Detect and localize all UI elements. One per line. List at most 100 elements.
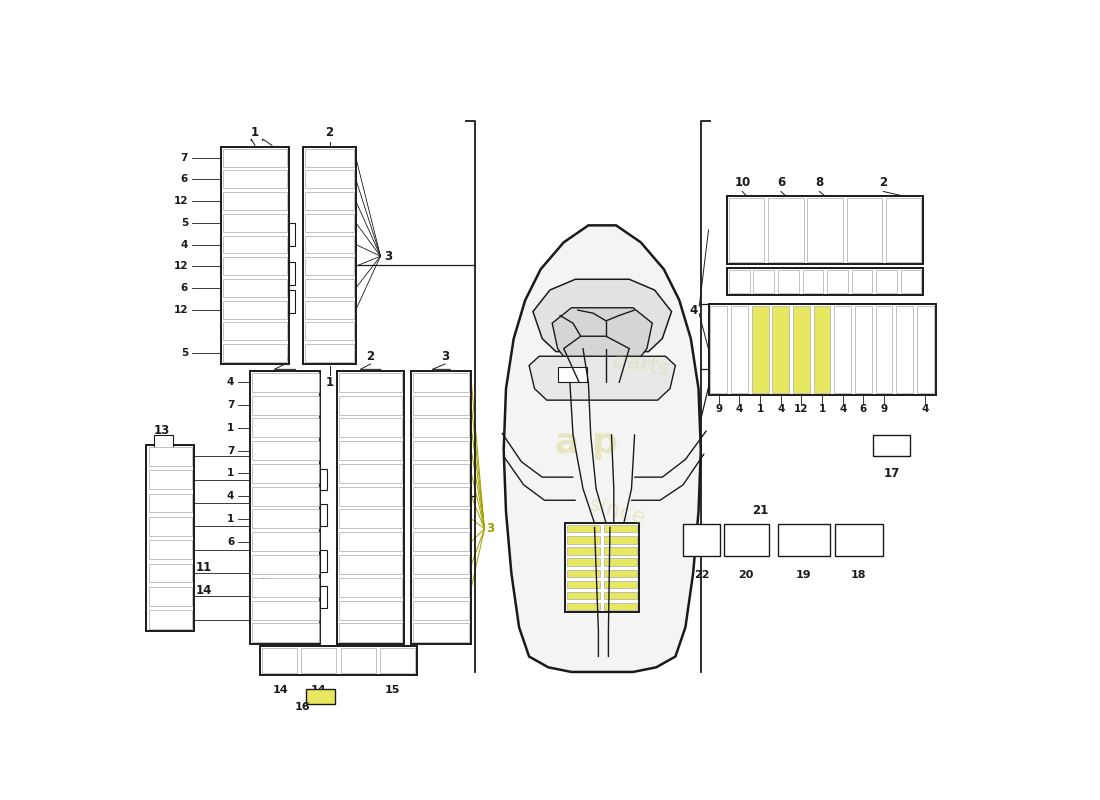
Bar [306, 236, 354, 254]
Text: 6: 6 [860, 404, 867, 414]
Bar [754, 270, 774, 293]
Bar [148, 470, 191, 489]
Bar [289, 290, 295, 313]
Text: 6: 6 [777, 176, 785, 189]
Bar [568, 570, 601, 577]
Text: 2: 2 [366, 350, 374, 362]
Text: 1: 1 [280, 350, 289, 362]
Bar [729, 198, 764, 262]
Bar [851, 270, 872, 293]
Text: 4: 4 [736, 404, 744, 414]
Polygon shape [529, 356, 675, 400]
Text: 12: 12 [174, 196, 188, 206]
Bar [320, 550, 327, 572]
Text: 14: 14 [311, 686, 327, 695]
Bar [896, 306, 913, 393]
Bar [154, 435, 174, 449]
Bar [724, 524, 769, 557]
Bar [223, 236, 287, 254]
Text: 1: 1 [818, 404, 826, 414]
Bar [223, 301, 287, 318]
Bar [855, 306, 872, 393]
Bar [847, 198, 882, 262]
Text: 6: 6 [180, 283, 188, 293]
Bar [252, 464, 319, 483]
Bar [306, 149, 354, 166]
Bar [339, 486, 403, 506]
Text: 9: 9 [880, 404, 888, 414]
Bar [414, 464, 470, 483]
Text: 5: 5 [180, 348, 188, 358]
Bar [381, 648, 415, 673]
Bar [260, 646, 418, 675]
Bar [339, 373, 403, 392]
Bar [223, 214, 287, 232]
Bar [289, 262, 295, 285]
Text: 7: 7 [180, 153, 188, 162]
Bar [917, 306, 934, 393]
Text: 1: 1 [251, 126, 258, 139]
Bar [252, 373, 319, 392]
Text: 21: 21 [752, 504, 768, 517]
Bar [751, 306, 769, 393]
Text: 4: 4 [689, 303, 697, 317]
Bar [223, 192, 287, 210]
Bar [339, 510, 403, 529]
Bar [250, 371, 320, 644]
Bar [604, 592, 637, 599]
Bar [304, 147, 356, 364]
Text: 15: 15 [385, 686, 400, 695]
Bar [339, 578, 403, 597]
Text: 22: 22 [694, 570, 710, 580]
Bar [814, 306, 830, 393]
Bar [414, 601, 470, 619]
Bar [320, 504, 327, 526]
Bar [339, 395, 403, 414]
Text: 8: 8 [815, 176, 824, 189]
Bar [604, 547, 637, 554]
Bar [414, 555, 470, 574]
Bar [414, 623, 470, 642]
Bar [148, 540, 191, 559]
Bar [414, 395, 470, 414]
Bar [711, 306, 727, 393]
Bar [414, 373, 470, 392]
Bar [223, 322, 287, 340]
Text: 12: 12 [174, 305, 188, 314]
Bar [252, 555, 319, 574]
Bar [604, 526, 637, 533]
Text: 1: 1 [227, 468, 234, 478]
Text: 1: 1 [227, 423, 234, 433]
Bar [604, 602, 637, 610]
Bar [414, 486, 470, 506]
Bar [306, 214, 354, 232]
Bar [565, 523, 639, 612]
Bar [223, 279, 287, 297]
Bar [732, 306, 748, 393]
Text: 6: 6 [180, 174, 188, 184]
Bar [252, 395, 319, 414]
Bar [306, 258, 354, 275]
Bar [148, 494, 191, 512]
Bar [683, 524, 720, 557]
Bar [604, 570, 637, 577]
Text: 11: 11 [196, 561, 211, 574]
Bar [339, 441, 403, 460]
Bar [768, 198, 804, 262]
Bar [306, 344, 354, 362]
Bar [223, 170, 287, 188]
Text: 4: 4 [777, 404, 784, 414]
Text: 1: 1 [326, 376, 333, 389]
Bar [306, 170, 354, 188]
Bar [803, 270, 823, 293]
Bar [339, 555, 403, 574]
Bar [604, 558, 637, 566]
Bar [223, 149, 287, 166]
Bar [252, 486, 319, 506]
Text: 1: 1 [757, 404, 763, 414]
Bar [568, 526, 601, 533]
Bar [568, 536, 601, 543]
Bar [306, 192, 354, 210]
Bar [807, 198, 843, 262]
Bar [568, 602, 601, 610]
